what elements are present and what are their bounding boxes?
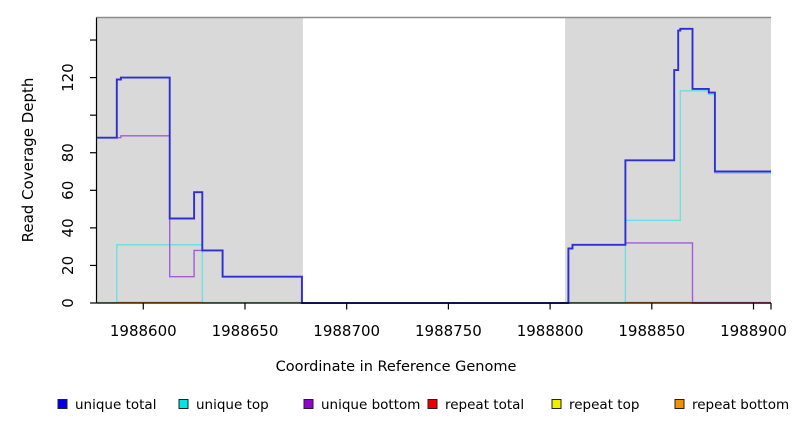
legend-item-unique-bottom: unique bottom [303, 397, 420, 413]
tick-labels: 1988600 1988650 1988700 1988750 1988800 19888… [59, 63, 787, 340]
left-gray-region [96, 17, 303, 303]
x-tick-label: 1988900 [720, 322, 787, 340]
series-line-unique-total [96, 27, 771, 304]
x-tick-label: 1988850 [618, 322, 685, 340]
legend-swatch [57, 399, 68, 409]
x-tick-label: 1988650 [212, 322, 279, 340]
legend-label: unique total [75, 397, 156, 413]
x-tick-label: 1988600 [110, 322, 177, 340]
legend-label: repeat total [445, 397, 524, 413]
legend-swatch [674, 399, 685, 409]
legend-label: repeat bottom [692, 397, 789, 413]
x-tick-label: 1988700 [313, 322, 380, 340]
y-tick-label: 40 [59, 218, 77, 237]
legend-item-repeat-bottom: repeat bottom [674, 397, 789, 413]
legend-item-unique-total: unique total [57, 397, 156, 413]
x-tick-label: 1988750 [415, 322, 482, 340]
legend-swatch [551, 399, 562, 409]
y-tick-label: 80 [59, 143, 77, 162]
legend-swatch [303, 399, 314, 409]
y-tick-label: 60 [59, 181, 77, 200]
legend: unique total unique top unique bottom repea… [57, 397, 789, 413]
y-axis-title: Read Coverage Depth [19, 78, 37, 243]
legend-label: repeat top [569, 397, 639, 413]
series-line-unique-top [96, 90, 771, 304]
axes [90, 17, 772, 310]
y-tick-label: 20 [59, 256, 77, 275]
y-tick-label: 120 [59, 63, 77, 92]
x-tick-label: 1988800 [517, 322, 584, 340]
y-tick-label: 0 [59, 298, 77, 308]
series-lines-over [96, 27, 771, 304]
legend-item-repeat-top: repeat top [551, 397, 639, 413]
legend-item-repeat-total: repeat total [427, 397, 524, 413]
legend-label: unique bottom [321, 397, 420, 413]
x-axis-title: Coordinate in Reference Genome [276, 359, 517, 375]
legend-label: unique top [196, 397, 269, 413]
legend-item-unique-top: unique top [178, 397, 269, 413]
legend-swatch [427, 399, 438, 409]
legend-swatch [178, 399, 189, 409]
